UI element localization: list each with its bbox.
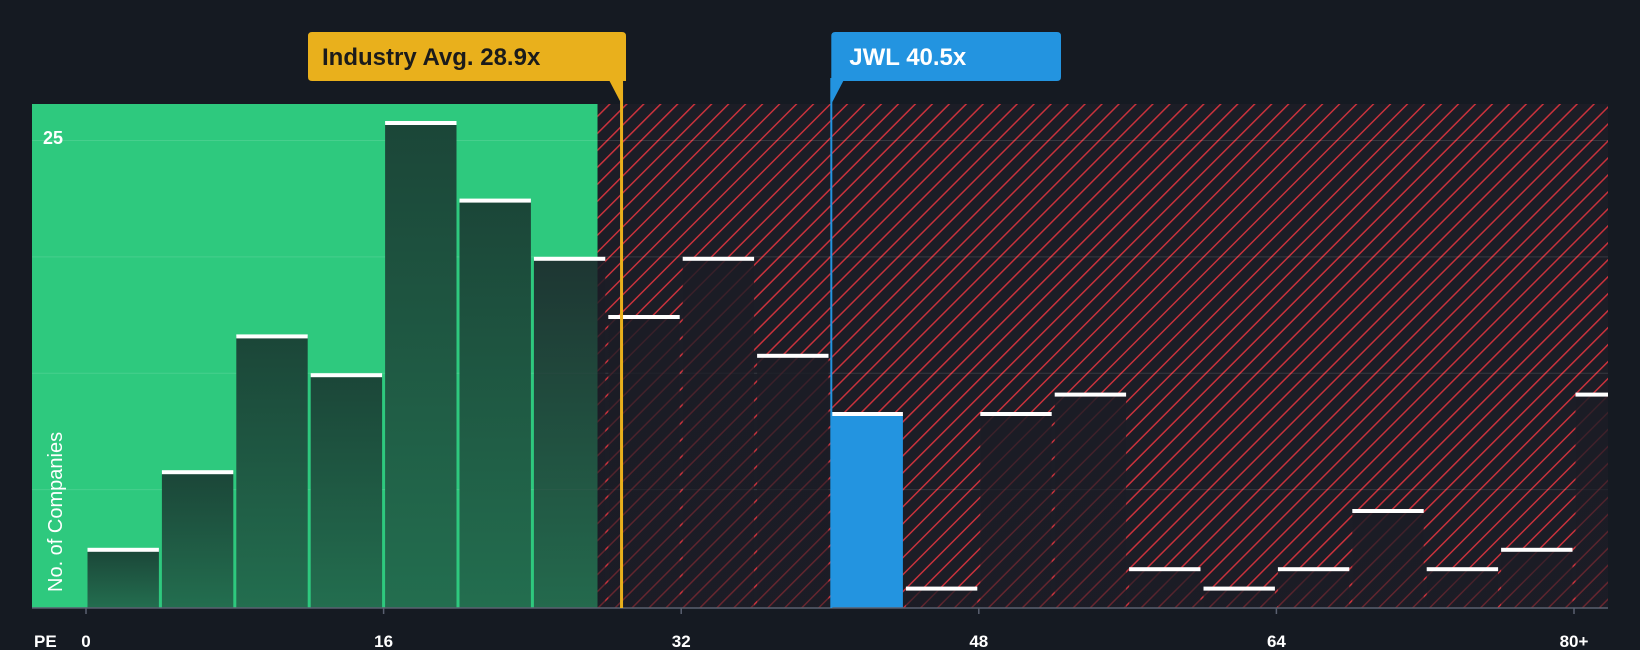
bar <box>1501 549 1573 608</box>
bar <box>161 472 234 608</box>
bar <box>310 375 383 608</box>
bar <box>980 414 1052 608</box>
bar <box>682 258 755 608</box>
x-tick-label: 48 <box>969 632 988 650</box>
y-tick-label: 25 <box>43 128 63 148</box>
x-tick-label: 0 <box>81 632 90 650</box>
bar-cap <box>533 256 606 261</box>
bar-cap <box>905 586 978 591</box>
bar-cap <box>1054 392 1127 397</box>
company-pe-label: JWL 40.5x <box>849 44 967 71</box>
bar <box>533 258 606 608</box>
bar-cap <box>310 373 383 378</box>
bar <box>608 317 680 608</box>
x-tick-label: 32 <box>672 632 691 650</box>
bar <box>459 200 531 608</box>
bar <box>236 336 308 608</box>
bar <box>1054 394 1127 608</box>
bar <box>1277 569 1350 608</box>
bar-cap <box>1352 509 1424 513</box>
bar-cap <box>831 412 903 416</box>
industry-avg-label: Industry Avg. 28.9x <box>322 44 541 71</box>
bar-cap <box>459 198 531 203</box>
bar <box>385 123 457 608</box>
bar-cap <box>1129 567 1201 572</box>
bar-cap <box>1203 586 1275 591</box>
bar-cap <box>980 412 1052 416</box>
bar <box>757 355 829 608</box>
x-axis-label: PE <box>34 632 57 650</box>
bar <box>1352 511 1424 608</box>
company-marker: JWL 40.5x <box>830 32 1061 608</box>
x-tick-label: 16 <box>374 632 393 650</box>
bar-cap <box>87 547 159 552</box>
bars <box>87 121 1608 608</box>
bar-cap <box>385 121 457 125</box>
y-axis-label: No. of Companies <box>45 432 67 592</box>
bar-cap <box>1501 547 1573 552</box>
bar <box>1203 588 1275 608</box>
bar <box>1575 394 1608 608</box>
bar-cap <box>682 256 755 261</box>
bar-cap <box>236 334 308 339</box>
bar-cap <box>1575 392 1608 397</box>
bar-cap <box>757 353 829 358</box>
x-tick-label: 64 <box>1267 632 1286 650</box>
bar <box>87 549 159 608</box>
bar-cap <box>161 470 234 475</box>
bar-cap <box>1426 567 1499 572</box>
bar-company-bin <box>831 414 903 608</box>
bar-cap <box>608 315 680 319</box>
bar-cap <box>1277 567 1350 572</box>
bar <box>905 588 978 608</box>
x-axis-ticks: 0 16 32 48 64 80+ <box>81 608 1588 650</box>
bar <box>1426 569 1499 608</box>
industry-avg-marker: Industry Avg. 28.9x <box>308 32 626 608</box>
bar <box>1129 569 1201 608</box>
x-tick-label: 80+ <box>1560 632 1589 650</box>
